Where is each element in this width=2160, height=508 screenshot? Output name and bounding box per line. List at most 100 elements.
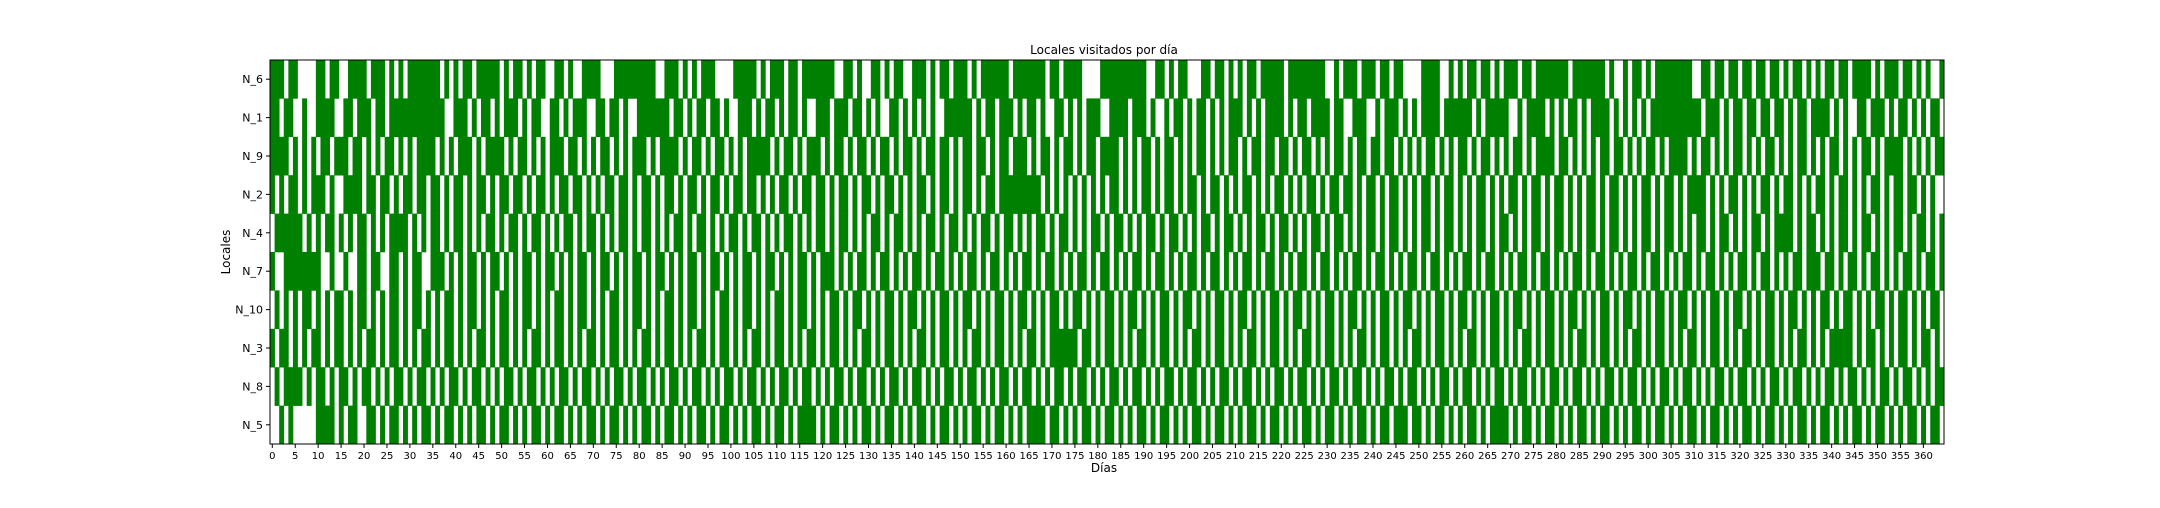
heatmap-cell	[1824, 98, 1830, 138]
heatmap-cell	[577, 405, 583, 445]
heatmap-cell	[1590, 328, 1596, 368]
heatmap-cell	[503, 328, 509, 368]
heatmap-cell	[623, 175, 629, 214]
heatmap-cell	[1544, 213, 1550, 253]
heatmap-cell	[407, 98, 413, 138]
x-tick-label: 350	[1868, 451, 1887, 462]
heatmap-cell	[1022, 175, 1028, 214]
heatmap-cell	[1453, 252, 1459, 291]
heatmap-cell	[458, 405, 463, 445]
heatmap-cell	[1508, 367, 1514, 406]
heatmap-cell	[1132, 175, 1138, 214]
heatmap-cell	[1090, 98, 1096, 138]
heatmap-cell	[288, 175, 294, 214]
heatmap-cell	[503, 405, 509, 445]
heatmap-cell	[1531, 98, 1537, 138]
heatmap-cell	[1774, 252, 1780, 291]
heatmap-cell	[1297, 60, 1303, 99]
heatmap-cell	[1783, 213, 1789, 253]
heatmap-cell	[1191, 405, 1197, 445]
heatmap-cell	[338, 136, 344, 176]
heatmap-cell	[1645, 405, 1651, 445]
heatmap-cell	[1398, 367, 1404, 406]
heatmap-cell	[1393, 405, 1399, 445]
heatmap-cell	[549, 98, 555, 138]
heatmap-cell	[306, 252, 312, 291]
heatmap-cell	[1425, 60, 1431, 99]
heatmap-cell	[1866, 60, 1871, 99]
heatmap-cell	[1063, 290, 1069, 330]
heatmap-cell	[1136, 252, 1142, 291]
heatmap-cell	[1168, 213, 1174, 253]
heatmap-cell	[962, 98, 968, 138]
heatmap-cell	[1178, 98, 1184, 138]
heatmap-cell	[1022, 136, 1028, 176]
heatmap-cell	[1228, 328, 1234, 368]
heatmap-cell	[412, 98, 418, 138]
x-axis-ticks: 0 5 10 15 20 25 30 35 40 45 50 55 60 65 70 75 80 85 90 95 10…	[269, 444, 1933, 462]
heatmap-cell	[1636, 328, 1642, 368]
heatmap-cell	[1641, 367, 1647, 406]
heatmap-cell	[779, 367, 785, 406]
heatmap-cell	[1522, 175, 1527, 214]
heatmap-cell	[1916, 60, 1922, 99]
heatmap-cell	[1595, 60, 1601, 99]
heatmap-cell	[1086, 405, 1092, 445]
heatmap-cell	[627, 367, 633, 406]
heatmap-cell	[1191, 252, 1197, 291]
heatmap-cell	[1306, 136, 1312, 176]
heatmap-cell	[980, 60, 986, 99]
heatmap-cell	[1201, 98, 1206, 138]
heatmap-cell	[1334, 213, 1339, 253]
heatmap-cell	[416, 367, 422, 406]
heatmap-cell	[435, 213, 441, 253]
heatmap-cell	[613, 252, 619, 291]
heatmap-cell	[687, 175, 693, 214]
heatmap-cell	[425, 290, 431, 330]
heatmap-cell	[609, 175, 615, 214]
heatmap-cell	[1792, 367, 1798, 406]
heatmap-cell	[1196, 98, 1202, 138]
heatmap-cell	[641, 60, 647, 99]
heatmap-cell	[1659, 290, 1665, 330]
heatmap-cell	[1145, 136, 1151, 176]
heatmap-cell	[944, 405, 950, 445]
heatmap-cell	[847, 252, 853, 291]
heatmap-cell	[1003, 252, 1009, 291]
heatmap-cell	[1081, 367, 1087, 406]
heatmap-cell	[1054, 290, 1060, 330]
heatmap-cell	[1026, 98, 1032, 138]
heatmap-cell	[1875, 290, 1881, 330]
heatmap-cell	[1476, 252, 1482, 291]
heatmap-cell	[1526, 60, 1532, 99]
heatmap-cell	[646, 328, 652, 368]
heatmap-cell	[1164, 98, 1170, 138]
heatmap-cell	[1311, 252, 1317, 291]
heatmap-cell	[1288, 175, 1294, 214]
heatmap-cell	[1334, 367, 1339, 406]
heatmap-cell	[1820, 213, 1826, 253]
heatmap-cell	[1063, 60, 1069, 99]
heatmap-cell	[857, 136, 862, 176]
heatmap-cell	[632, 290, 638, 330]
heatmap-cell	[1462, 98, 1468, 138]
heatmap-cell	[361, 60, 367, 99]
heatmap-cell	[1086, 290, 1092, 330]
heatmap-cell	[1274, 328, 1280, 368]
heatmap-cell	[1237, 213, 1243, 253]
heatmap-cell	[843, 98, 849, 138]
heatmap-cell	[568, 405, 574, 445]
heatmap-cell	[1297, 290, 1303, 330]
heatmap-cell	[1035, 367, 1041, 406]
heatmap-cell	[380, 328, 386, 368]
heatmap-cell	[444, 290, 450, 330]
heatmap-cell	[1659, 60, 1665, 99]
heatmap-cell	[270, 136, 275, 176]
heatmap-cell	[1558, 213, 1564, 253]
heatmap-cell	[1494, 98, 1500, 138]
heatmap-cell	[1173, 328, 1179, 368]
heatmap-cell	[1838, 367, 1844, 406]
heatmap-cell	[292, 213, 298, 253]
heatmap-cell	[916, 328, 922, 368]
heatmap-cell	[1104, 328, 1110, 368]
